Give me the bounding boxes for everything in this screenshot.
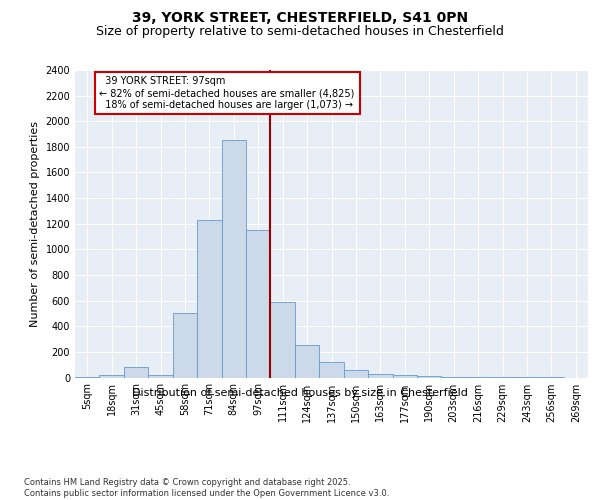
- Bar: [368, 374, 392, 378]
- Bar: [295, 346, 319, 378]
- Bar: [75, 377, 100, 378]
- Bar: [173, 314, 197, 378]
- Bar: [271, 302, 295, 378]
- Bar: [124, 367, 148, 378]
- Bar: [148, 375, 173, 378]
- Text: Size of property relative to semi-detached houses in Chesterfield: Size of property relative to semi-detach…: [96, 25, 504, 38]
- Text: 39, YORK STREET, CHESTERFIELD, S41 0PN: 39, YORK STREET, CHESTERFIELD, S41 0PN: [132, 11, 468, 25]
- Bar: [417, 376, 442, 378]
- Bar: [197, 220, 221, 378]
- Bar: [319, 362, 344, 378]
- Bar: [344, 370, 368, 378]
- Y-axis label: Number of semi-detached properties: Number of semi-detached properties: [30, 120, 40, 327]
- Bar: [442, 377, 466, 378]
- Bar: [392, 375, 417, 378]
- Text: 39 YORK STREET: 97sqm
← 82% of semi-detached houses are smaller (4,825)
  18% of: 39 YORK STREET: 97sqm ← 82% of semi-deta…: [100, 76, 355, 110]
- Text: Distribution of semi-detached houses by size in Chesterfield: Distribution of semi-detached houses by …: [132, 388, 468, 398]
- Bar: [246, 230, 271, 378]
- Bar: [100, 375, 124, 378]
- Text: Contains HM Land Registry data © Crown copyright and database right 2025.
Contai: Contains HM Land Registry data © Crown c…: [24, 478, 389, 498]
- Bar: [221, 140, 246, 378]
